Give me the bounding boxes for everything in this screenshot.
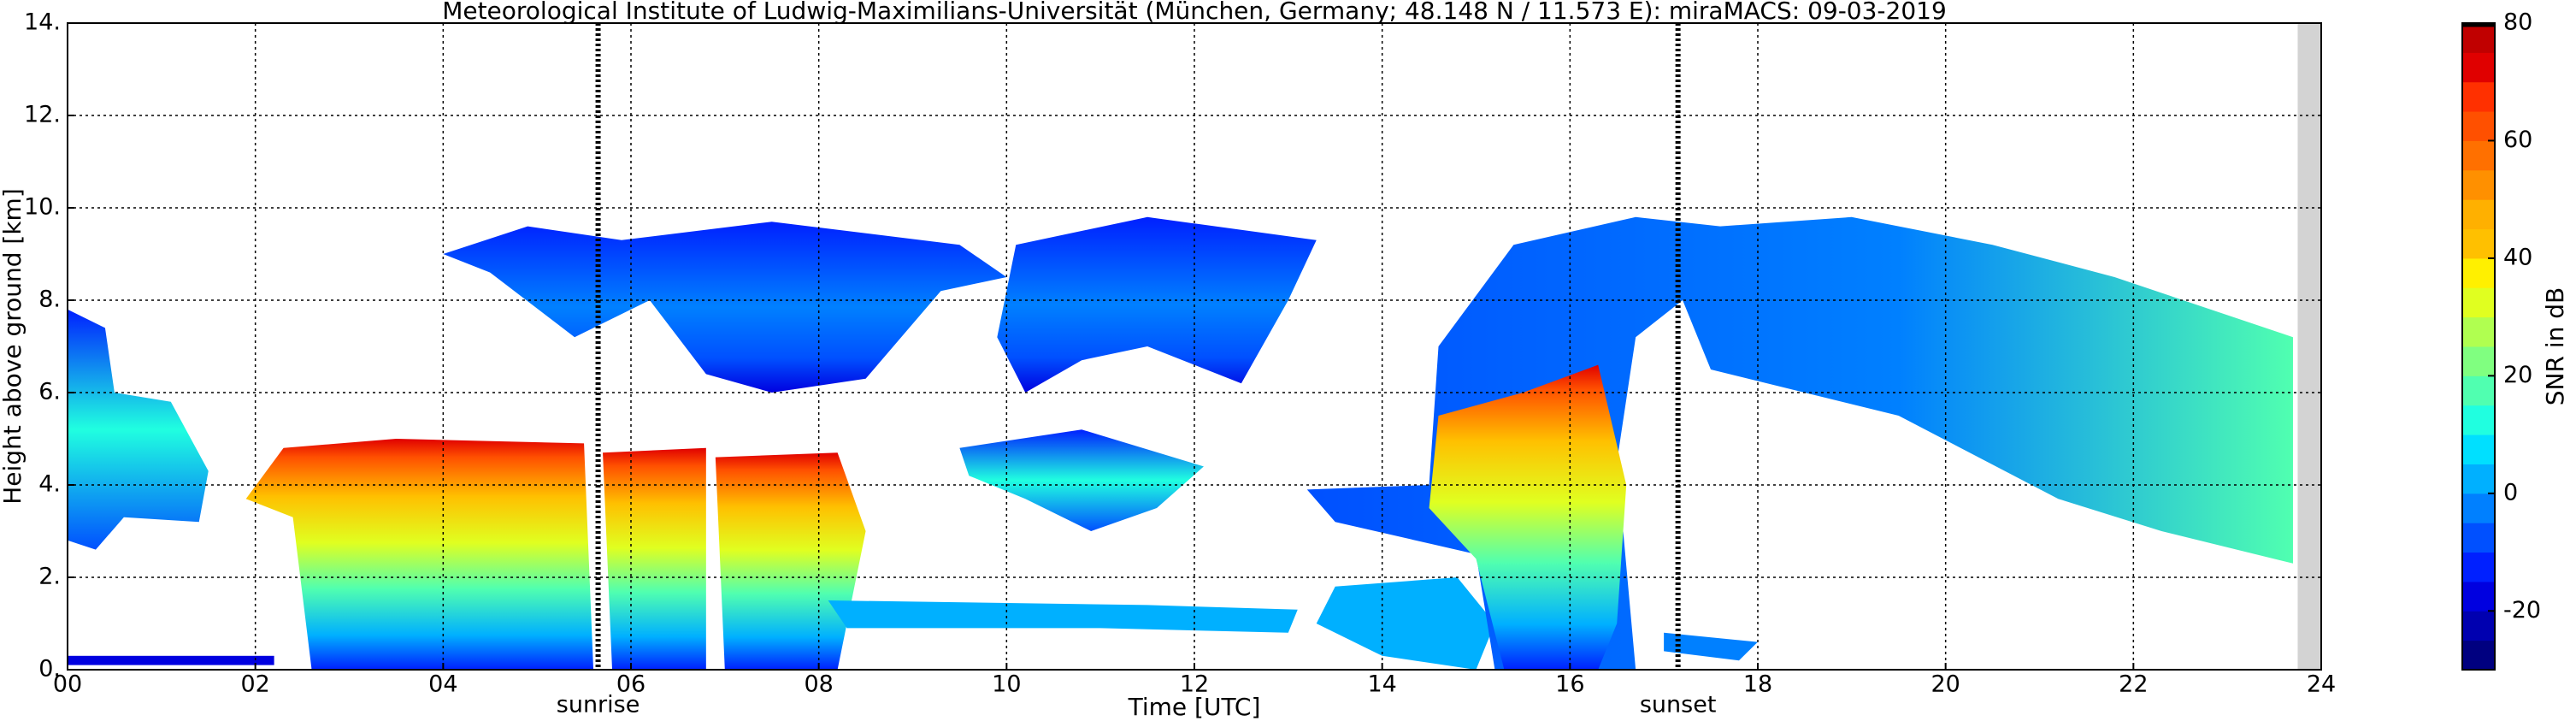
colorbar-cell (2462, 169, 2495, 200)
colorbar-frame (2461, 22, 2496, 671)
colorbar-cell (2462, 316, 2495, 347)
x-tick-label: 06 (616, 671, 645, 698)
x-tick-label: 22 (2119, 671, 2148, 698)
colorbar-cell (2462, 523, 2495, 553)
x-tick-label: 24 (2307, 671, 2336, 698)
colorbar-cell (2462, 581, 2495, 612)
y-tick-label: 0. (38, 656, 61, 683)
marker-label: sunrise (557, 692, 640, 718)
colorbar-tick-label: 0 (2503, 479, 2518, 505)
x-tick-label: 10 (992, 671, 1021, 698)
colorbar-label: SNR in dB (2541, 287, 2569, 405)
colorbar-cell (2462, 199, 2495, 230)
y-tick-label: 8. (38, 287, 61, 313)
colorbar-cell (2462, 52, 2495, 83)
x-axis-label: Time [UTC] (1128, 693, 1261, 721)
colorbar-cell (2462, 640, 2495, 671)
x-tick-label: 16 (1555, 671, 1584, 698)
y-tick-label: 4. (38, 471, 61, 498)
colorbar-tick-label: 80 (2503, 9, 2532, 36)
colorbar-cell (2462, 375, 2495, 406)
x-tick-label: 02 (240, 671, 269, 698)
colorbar-cell (2462, 111, 2495, 141)
colorbar-cell (2462, 140, 2495, 171)
y-tick-label: 10. (24, 194, 61, 221)
y-tick-label: 6. (38, 379, 61, 405)
colorbar-cell (2462, 493, 2495, 523)
colorbar-tick-label: -20 (2503, 597, 2541, 624)
y-tick-label: 14. (24, 9, 61, 36)
x-tick-label: 04 (428, 671, 457, 698)
marker-label: sunset (1640, 692, 1717, 718)
chart-title: Meteorological Institute of Ludwig-Maxim… (442, 0, 1947, 25)
colorbar-cell (2462, 464, 2495, 494)
x-tick-label: 20 (1931, 671, 1960, 698)
colorbar-cell (2462, 611, 2495, 641)
x-tick-label: 14 (1367, 671, 1396, 698)
colorbar-cell (2462, 228, 2495, 259)
y-tick-label: 2. (38, 564, 61, 590)
colorbar-cell (2462, 257, 2495, 288)
x-tick-label: 00 (53, 671, 82, 698)
y-tick-label: 12. (24, 102, 61, 128)
colorbar-cell (2462, 434, 2495, 464)
colorbar-cell (2462, 346, 2495, 376)
plot-frame (67, 22, 2322, 671)
y-axis-label: Height above ground [km] (0, 188, 27, 505)
radar-echo (68, 23, 2321, 670)
colorbar-tick-label: 40 (2503, 244, 2532, 270)
x-tick-label: 12 (1180, 671, 1209, 698)
colorbar-cell (2462, 23, 2495, 53)
colorbar-cell (2462, 405, 2495, 435)
colorbar-cell (2462, 552, 2495, 582)
x-tick-label: 18 (1743, 671, 1772, 698)
colorbar-cell (2462, 287, 2495, 318)
x-tick-label: 08 (804, 671, 833, 698)
colorbar-tick-label: 20 (2503, 362, 2532, 388)
colorbar-tick-label: 60 (2503, 127, 2532, 153)
colorbar-cell (2462, 81, 2495, 112)
